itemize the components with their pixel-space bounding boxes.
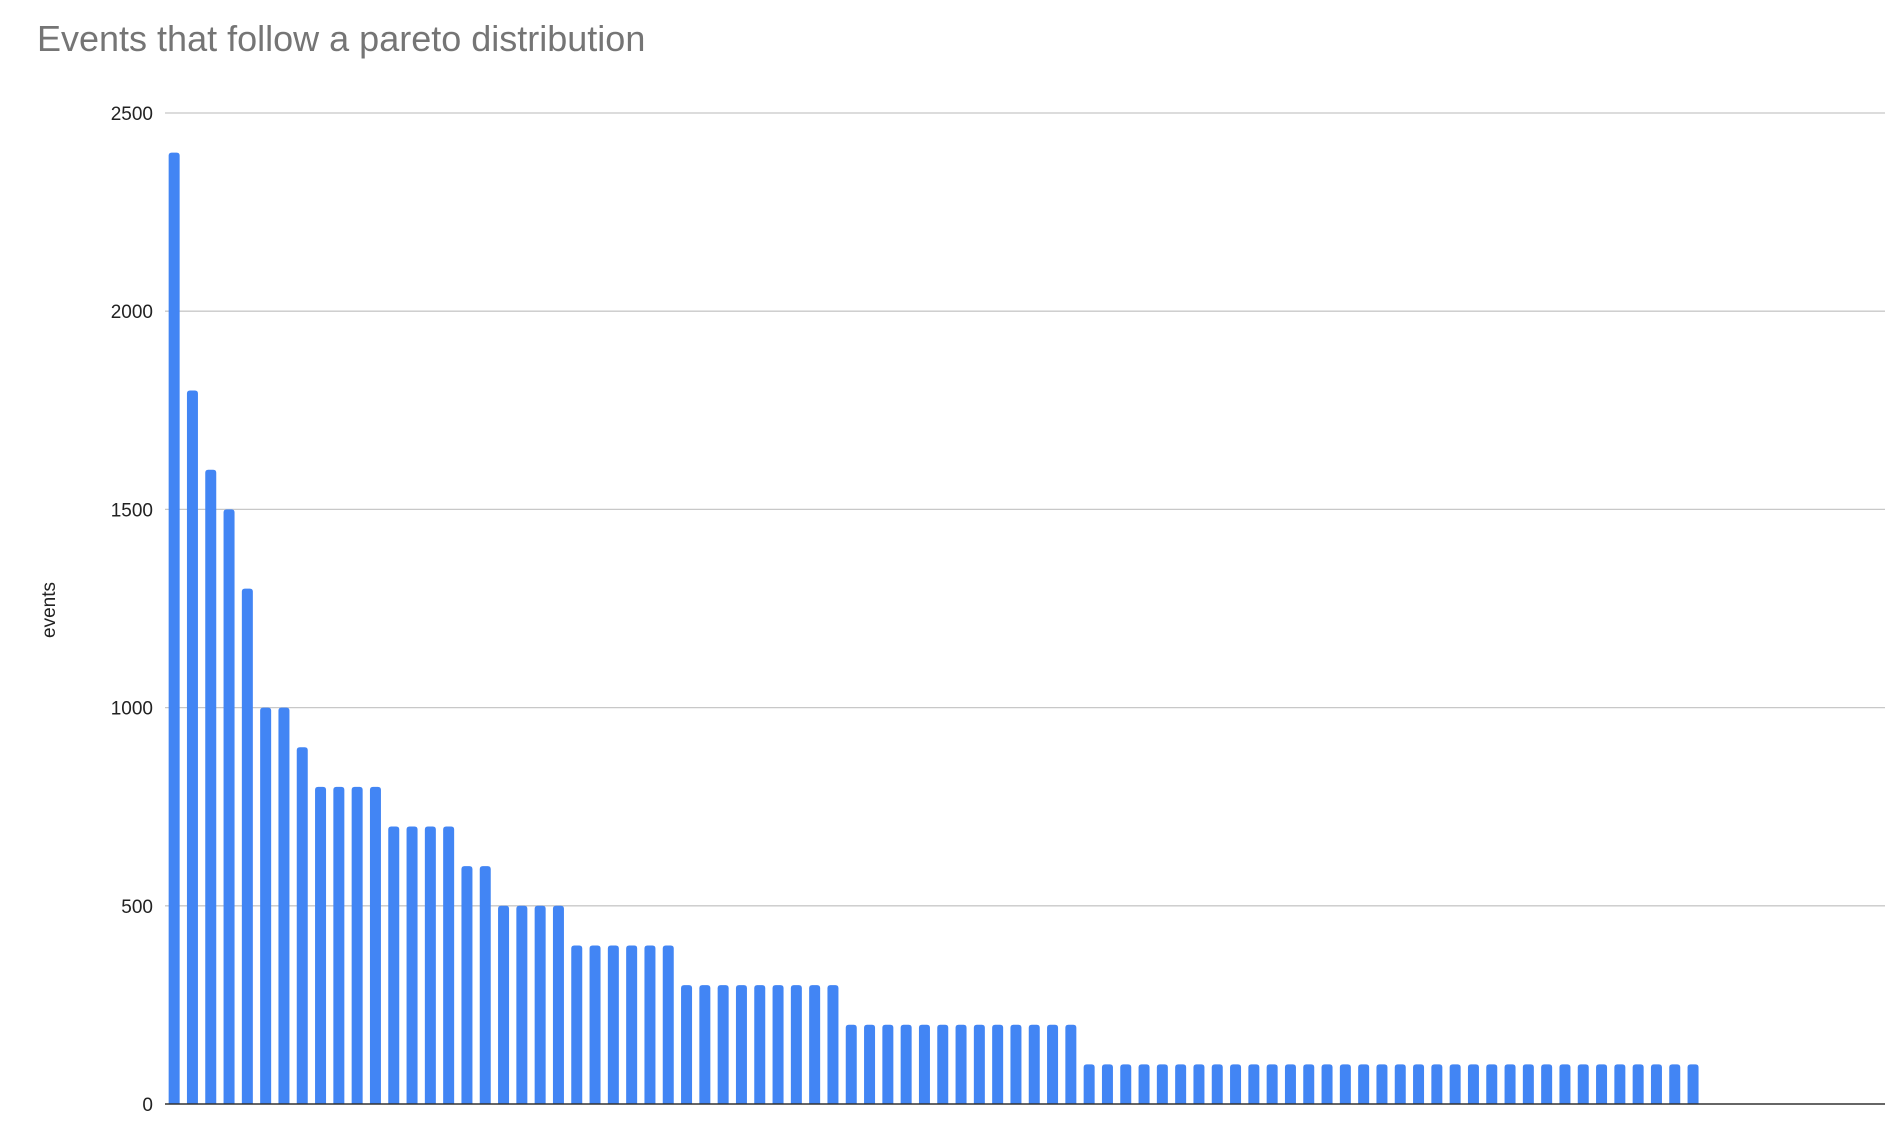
bar [1486,1064,1498,1104]
bar [1211,1064,1223,1104]
bar [461,866,473,1104]
bar [1065,1024,1077,1104]
bar [918,1024,930,1104]
bar [516,905,528,1104]
bar [1413,1064,1425,1104]
bar [1193,1064,1205,1104]
bar [662,945,674,1104]
bar [1321,1064,1333,1104]
bar [1028,1024,1040,1104]
bar [1083,1064,1095,1104]
bar [626,945,638,1104]
bar [552,905,564,1104]
bar [1230,1064,1242,1104]
bar [443,826,455,1104]
bar [1358,1064,1370,1104]
bar [735,985,747,1104]
bar [498,905,510,1104]
bar [1449,1064,1461,1104]
bar [1339,1064,1351,1104]
bar [864,1024,876,1104]
bar [1650,1064,1662,1104]
bar [1156,1064,1168,1104]
bar [1248,1064,1260,1104]
y-tick-label: 500 [121,897,153,918]
bar [827,985,839,1104]
bar [1687,1064,1699,1104]
bar [589,945,601,1104]
y-tick-label: 1000 [111,699,153,720]
bar [241,588,253,1104]
bar [1138,1064,1150,1104]
bar [900,1024,912,1104]
bar [1559,1064,1571,1104]
bar [973,1024,985,1104]
bar [1541,1064,1553,1104]
bar [699,985,711,1104]
bar [1266,1064,1278,1104]
y-tick-label: 2500 [111,104,153,125]
bar [1284,1064,1296,1104]
bar [369,786,381,1104]
y-tick-label: 2000 [111,302,153,323]
bar [205,469,217,1104]
bar [479,866,491,1104]
bar [351,786,363,1104]
bar [406,826,418,1104]
bar [790,985,802,1104]
bar [1596,1064,1608,1104]
bar [882,1024,894,1104]
bar [388,826,400,1104]
bar [992,1024,1004,1104]
bar [1120,1064,1132,1104]
chart-title: Events that follow a pareto distribution [37,18,646,59]
bar [1669,1064,1681,1104]
bar [1522,1064,1534,1104]
bar [168,152,180,1104]
bar [315,786,327,1104]
bar [1431,1064,1443,1104]
bar [955,1024,967,1104]
bar [260,707,272,1104]
bar [1303,1064,1315,1104]
bar [772,985,784,1104]
bar [1394,1064,1406,1104]
bar [754,985,766,1104]
bar [223,509,235,1104]
bar [937,1024,949,1104]
bar [607,945,619,1104]
bar [1504,1064,1516,1104]
bar [1047,1024,1059,1104]
bar [534,905,546,1104]
bar [809,985,821,1104]
bar [717,985,729,1104]
bar [1467,1064,1479,1104]
bar [1376,1064,1388,1104]
bar [1632,1064,1644,1104]
bar [333,786,345,1104]
bar [1010,1024,1022,1104]
bar [681,985,693,1104]
bar [1577,1064,1589,1104]
bar [571,945,583,1104]
bar [1614,1064,1626,1104]
bar [424,826,436,1104]
bar [845,1024,857,1104]
bar [186,390,198,1105]
bar [1101,1064,1113,1104]
bar [278,707,290,1104]
bar [296,747,308,1104]
y-tick-label: 0 [142,1095,153,1116]
bar [1175,1064,1187,1104]
bar [644,945,656,1104]
y-tick-label: 1500 [111,500,153,521]
